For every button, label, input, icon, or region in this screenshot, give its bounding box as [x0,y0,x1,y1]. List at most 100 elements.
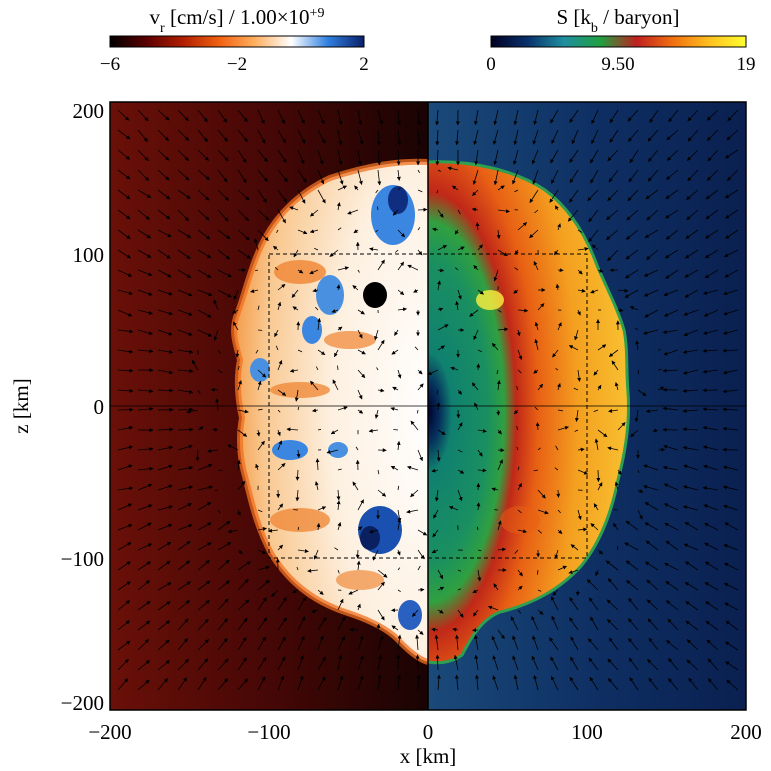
velocity-arrow [217,269,232,278]
velocity-arrow [214,489,219,492]
velocity-arrow [607,189,619,202]
velocity-arrow [517,609,522,614]
entropy-colorbar-bar [490,35,747,48]
velocity-arrow [293,249,299,258]
entropy-colorbar-tick-min: 0 [486,54,496,75]
velocity-arrow [529,189,539,204]
velocity-arrow [117,678,129,691]
velocity-arrow [157,129,169,141]
velocity-arrow [197,329,213,337]
velocity-arrow [687,109,699,122]
velocity-arrow [608,349,619,357]
velocity-arrow [177,659,189,671]
velocity-arrow [313,549,319,560]
velocity-arrow [457,209,461,215]
velocity-arrow [157,369,174,375]
velocity-arrow [643,464,659,471]
velocity-arrow [357,269,360,273]
velocity-arrow [644,561,659,571]
velocity-arrow [417,409,419,414]
velocity-arrow [157,149,170,161]
velocity-arrow [665,540,679,551]
velocity-arrow [177,407,194,412]
velocity-arrow [723,309,739,316]
velocity-arrow [377,569,388,578]
velocity-arrow [297,189,306,204]
velocity-arrow [357,389,363,400]
velocity-arrow [289,368,299,373]
velocity-arrow [686,639,699,651]
velocity-arrow [217,349,222,354]
velocity-arrow [157,464,173,471]
velocity-arrow [177,427,194,432]
velocity-arrow [516,426,519,431]
velocity-arrow [663,289,679,297]
velocity-arrow [532,129,539,145]
velocity-arrow [537,509,549,515]
velocity-arrow [117,561,131,571]
velocity-arrow [707,149,719,162]
velocity-arrow [257,229,269,242]
velocity-arrow [217,678,229,691]
velocity-arrow [377,149,382,166]
velocity-arrow [609,109,619,124]
velocity-arrow [197,209,210,221]
velocity-arrow [454,674,459,691]
x-tick-label: −100 [247,720,290,744]
velocity-arrow [588,209,599,223]
velocity-arrow [277,440,283,451]
velocity-arrow [277,503,284,511]
velocity-arrow [414,346,419,351]
velocity-arrow [336,500,341,511]
velocity-arrow [473,329,479,341]
velocity-arrow [643,269,659,277]
velocity-arrow [568,345,579,351]
velocity-arrow [573,387,579,391]
velocity-arrow [437,569,444,580]
velocity-arrow [437,280,442,291]
velocity-arrow [533,469,539,472]
velocity-arrow [624,289,639,298]
velocity-arrow [237,429,248,437]
velocity-arrow [472,169,479,185]
velocity-arrow [475,222,480,231]
left-shock-rim [231,158,428,665]
velocity-arrow [271,589,279,597]
velocity-arrow [334,349,339,358]
velocity-arrow [417,227,421,231]
velocity-arrow [705,229,719,239]
velocity-arrow [644,502,659,511]
velocity-arrow [557,509,561,514]
velocity-arrow [377,169,382,186]
velocity-arrow [549,637,559,651]
velocity-arrow [496,380,501,391]
velocity-arrow [663,444,679,451]
velocity-arrow [237,678,249,691]
velocity-arrow [417,549,425,560]
velocity-arrow [177,329,193,336]
velocity-arrow [437,268,445,273]
velocity-arrow [703,309,719,317]
velocity-arrow [277,636,286,651]
velocity-arrow [277,149,287,163]
velocity-arrow [117,542,132,551]
velocity-arrow [643,485,659,491]
velocity-arrow [517,585,523,591]
velocity-arrow [555,368,559,371]
velocity-arrow [550,656,559,671]
velocity-arrow [257,527,267,531]
velocity-arrow [275,345,279,351]
velocity-arrow [702,369,719,374]
velocity-arrow [455,300,460,311]
velocity-arrow [723,504,739,511]
velocity-arrow [397,485,400,491]
velocity-arrow [213,299,219,311]
velocity-arrow [471,382,479,391]
velocity-arrow [497,429,502,435]
velocity-arrow [577,469,589,475]
velocity-arrow [531,149,539,165]
velocity-arrow [233,289,239,301]
velocity-arrow [589,676,599,691]
velocity-arrow [657,386,665,391]
velocity-arrow [197,639,210,651]
